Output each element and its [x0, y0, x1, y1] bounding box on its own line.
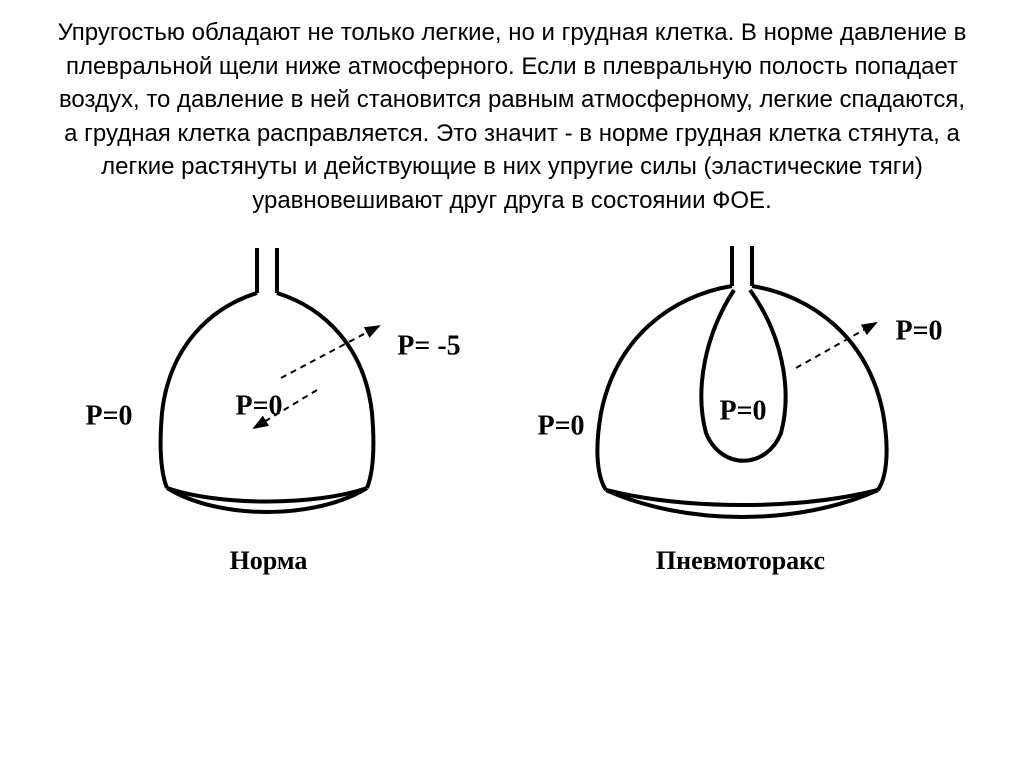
caption-norma: Норма	[230, 546, 308, 576]
explanatory-paragraph: Упругостью обладают не только легкие, но…	[52, 16, 972, 218]
label-p-outer-right: P=0	[537, 410, 584, 441]
page-root: Упругостью обладают не только легкие, но…	[0, 0, 1024, 768]
label-p-outer-left: P=0	[85, 400, 132, 431]
caption-pneumothorax: Пневмоторакс	[656, 546, 825, 576]
label-p-pleural-left: P= -5	[397, 330, 460, 361]
label-p-inner-right: P=0	[719, 395, 766, 426]
figures-row: P=0 P=0 P= -5 Норма	[40, 238, 984, 576]
diagram-norma: P=0 P=0 P= -5	[49, 238, 489, 538]
label-p-pleural-right: P=0	[895, 315, 942, 346]
figure-pneumothorax: P=0 P=0 P=0 Пневмоторакс	[506, 238, 976, 576]
diagram-pneumothorax: P=0 P=0 P=0	[506, 238, 976, 538]
figure-norma: P=0 P=0 P= -5 Норма	[49, 238, 489, 576]
label-p-inner-left: P=0	[235, 390, 282, 421]
